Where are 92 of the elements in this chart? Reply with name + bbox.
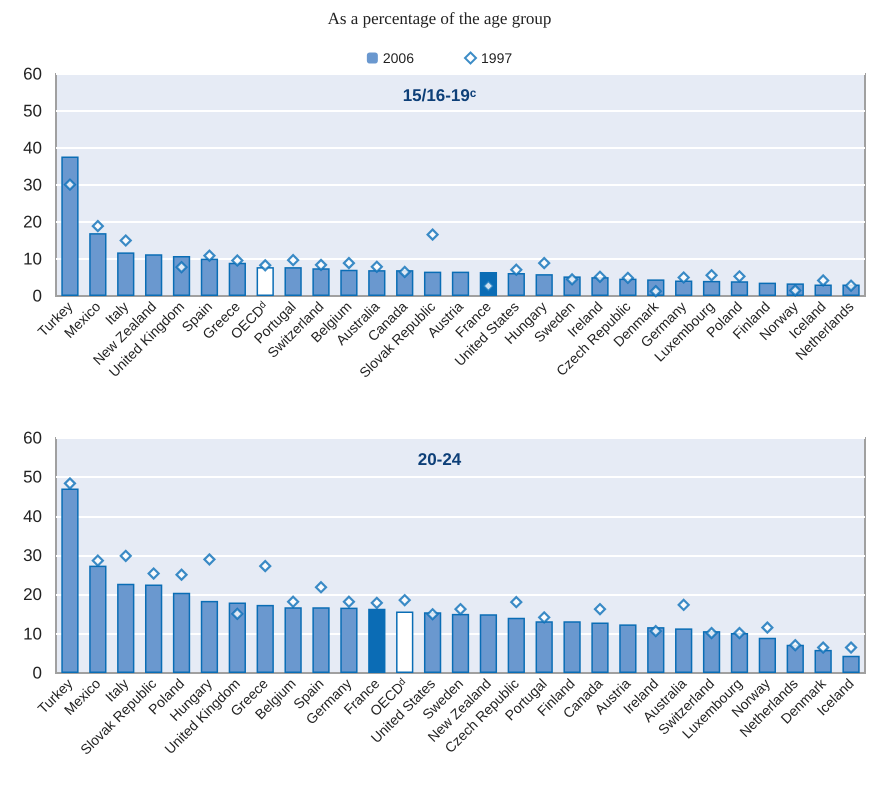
bar — [228, 602, 246, 673]
y-tick-label: 60 — [23, 64, 42, 84]
point — [426, 228, 439, 241]
bar — [452, 272, 470, 296]
point — [538, 256, 550, 270]
point — [566, 273, 578, 286]
point — [817, 274, 830, 287]
point — [342, 256, 356, 270]
text: As a percentage of the age group — [328, 9, 552, 28]
point — [398, 266, 411, 278]
y-tick-label: 0 — [32, 664, 42, 682]
bar — [508, 618, 525, 673]
point — [398, 594, 411, 606]
point — [92, 554, 104, 567]
bar — [536, 274, 553, 296]
point — [92, 220, 104, 232]
point — [231, 608, 244, 620]
point — [650, 624, 662, 638]
bar — [842, 656, 860, 673]
y-tick-label: 10 — [23, 250, 42, 268]
point — [314, 581, 328, 594]
bar — [591, 622, 609, 673]
point — [594, 603, 606, 616]
bar — [563, 621, 581, 673]
point — [594, 270, 606, 283]
bar — [480, 614, 498, 673]
point — [761, 621, 774, 634]
point — [175, 261, 188, 274]
point — [259, 259, 272, 272]
point — [678, 271, 690, 284]
point — [844, 280, 858, 292]
bar — [61, 156, 79, 296]
point — [287, 254, 300, 266]
point — [231, 254, 244, 267]
point — [287, 596, 300, 608]
bar — [144, 254, 162, 296]
bar — [144, 584, 162, 673]
bar — [256, 604, 274, 673]
point — [120, 234, 132, 247]
point — [538, 611, 550, 624]
point — [622, 272, 634, 284]
point — [370, 596, 383, 609]
text: 15/16-19ᶜ — [402, 86, 477, 105]
point — [510, 264, 522, 276]
point — [203, 250, 216, 262]
y-tick-label: 0 — [32, 286, 42, 306]
point — [203, 553, 216, 566]
point — [120, 550, 132, 562]
point — [342, 596, 356, 608]
bar — [758, 282, 776, 296]
point — [510, 596, 522, 608]
y-tick-label: 40 — [23, 138, 42, 158]
y-tick-label: 20 — [23, 585, 42, 604]
point — [705, 269, 718, 282]
y-tick-label: 10 — [23, 624, 42, 644]
point — [175, 568, 188, 581]
y-tick-label: 30 — [23, 176, 42, 194]
bar — [117, 252, 134, 296]
y-tick-label: 30 — [23, 546, 42, 565]
text: 20-24 — [418, 450, 462, 469]
y-tick-label: 40 — [23, 506, 42, 526]
y-tick-label: 50 — [23, 102, 42, 120]
point — [148, 567, 160, 580]
point — [454, 603, 467, 616]
bar — [758, 638, 776, 673]
bar — [117, 584, 134, 673]
point — [314, 258, 328, 272]
point — [817, 641, 830, 654]
point — [259, 560, 272, 572]
bar — [172, 592, 190, 673]
legend-label: 1997 — [481, 50, 512, 66]
point — [733, 270, 746, 282]
point — [370, 260, 383, 273]
point — [705, 626, 718, 640]
point — [789, 284, 802, 297]
bar — [200, 600, 218, 673]
y-tick-label: 20 — [23, 212, 42, 232]
point — [844, 641, 858, 654]
bar — [424, 612, 442, 673]
point — [678, 598, 690, 611]
legend-label: 2006 — [382, 50, 414, 66]
point — [789, 639, 802, 652]
point — [426, 608, 439, 620]
bar — [424, 272, 442, 296]
bar — [619, 624, 637, 673]
bar — [675, 628, 692, 673]
point — [733, 626, 746, 640]
y-tick-label: 60 — [23, 428, 42, 448]
point — [64, 477, 76, 490]
y-tick-label: 50 — [23, 468, 42, 487]
bar — [312, 607, 330, 673]
point — [64, 178, 76, 191]
